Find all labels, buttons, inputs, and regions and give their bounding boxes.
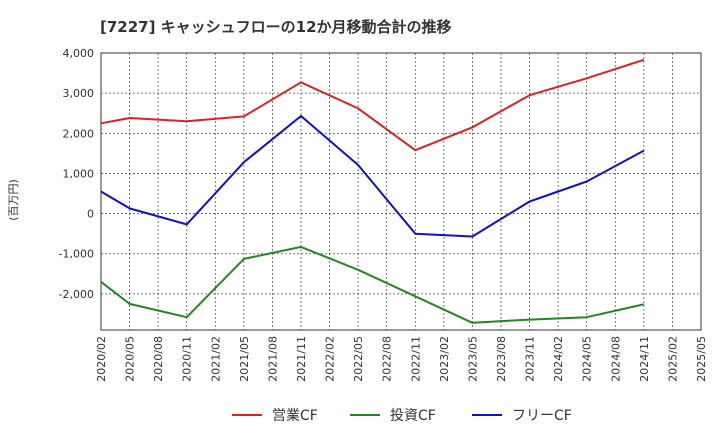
- x-tick-label: 2022/08: [381, 336, 394, 382]
- x-tick-label: 2025/02: [666, 336, 679, 382]
- y-tick-label: -1,000: [59, 248, 94, 261]
- x-tick-label: 2021/08: [266, 336, 279, 382]
- x-tick-label: 2021/02: [209, 336, 222, 382]
- x-tick-label: 2024/08: [609, 336, 622, 382]
- x-axis-ticks: 2020/02 2020/05 2020/08 2020/11 2021/02 2021/…: [95, 336, 708, 382]
- x-tick-label: 2023/05: [466, 336, 479, 382]
- y-axis-label: (百万円): [7, 179, 20, 221]
- x-tick-label: 2023/11: [524, 336, 537, 382]
- grid: [100, 52, 702, 330]
- plot-area: [100, 52, 702, 331]
- legend-label: フリーCF: [512, 408, 572, 424]
- y-tick-label: -2,000: [59, 288, 94, 301]
- series-line: [100, 245, 645, 324]
- y-tick-label: 0: [87, 208, 94, 221]
- x-tick-label: 2020/02: [95, 336, 108, 382]
- legend-label: 営業CF: [272, 408, 318, 424]
- x-tick-label: 2024/05: [581, 336, 594, 382]
- x-tick-label: 2022/11: [409, 336, 422, 382]
- x-tick-label: 2022/02: [324, 336, 337, 382]
- x-tick-label: 2024/02: [552, 336, 565, 382]
- x-tick-label: 2023/02: [438, 336, 451, 382]
- x-tick-label: 2023/08: [495, 336, 508, 382]
- x-tick-label: 2024/11: [638, 336, 651, 382]
- y-tick-label: 4,000: [63, 47, 95, 60]
- y-axis-ticks: 4,000 3,000 2,000 1,000 0 -1,000 -2,000: [59, 47, 94, 301]
- x-tick-label: 2020/05: [124, 336, 137, 382]
- y-tick-label: 2,000: [63, 127, 95, 140]
- legend-label: 投資CF: [390, 408, 436, 424]
- series-line: [100, 115, 645, 238]
- y-tick-label: 3,000: [63, 87, 95, 100]
- x-tick-label: 2021/05: [238, 336, 251, 382]
- series-line: [100, 58, 645, 152]
- x-tick-label: 2022/05: [352, 336, 365, 382]
- x-tick-label: 2025/05: [695, 336, 708, 382]
- y-tick-label: 1,000: [63, 167, 95, 180]
- legend: 営業CF 投資CF フリーCF: [232, 408, 572, 424]
- x-tick-label: 2021/11: [295, 336, 308, 382]
- x-tick-label: 2020/08: [152, 336, 165, 382]
- series-lines: [100, 58, 645, 324]
- x-tick-label: 2020/11: [181, 336, 194, 382]
- chart-title: [7227] キャッシュフローの12か月移動合計の推移: [100, 18, 452, 36]
